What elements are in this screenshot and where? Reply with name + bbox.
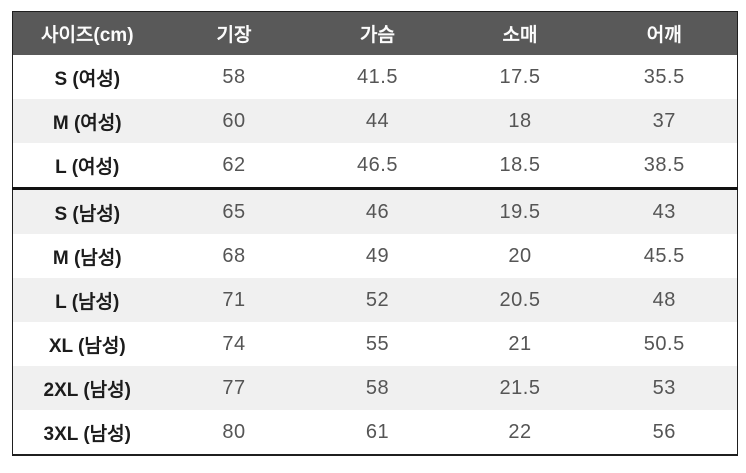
table-row: M (여성) 60 44 18 37 [12,99,738,143]
value-cell: 20 [508,244,532,267]
value-cell: 62 [222,153,246,176]
value-cell: 21.5 [499,376,541,399]
value-cell: 48 [652,288,676,311]
size-cell: 2XL (남성) [43,379,131,401]
value-cell: 49 [365,244,390,267]
value-cell: 68 [222,244,246,267]
value-cell: 60 [222,109,246,132]
value-cell: 38.5 [643,153,685,176]
value-cell: 17.5 [499,65,541,88]
value-cell: 19.5 [499,200,541,223]
value-cell: 55 [365,332,390,355]
value-cell: 45.5 [643,244,685,267]
value-cell: 18.5 [499,153,541,176]
value-cell: 52 [365,288,390,311]
value-cell: 58 [222,65,246,88]
value-cell: 22 [508,420,532,443]
column-header-0: 사이즈(cm) [12,11,162,55]
column-header-4: 어깨 [591,11,738,55]
table-body: S (여성) 58 41.5 17.5 35.5 M (여성) 60 44 18 37 L (여성)… [12,55,738,455]
table-row: L (여성) 62 46.5 18.5 38.5 [13,143,738,189]
value-cell: 53 [652,376,676,399]
column-header-3: 소매 [448,11,592,55]
table-row: L (남성) 71 52 20.5 48 [12,278,738,322]
size-cell: M (남성) [52,247,122,269]
value-cell: 58 [365,376,390,399]
size-cell: L (남성) [55,291,120,313]
size-chart-table: 사이즈(cm) 기장 가슴 소매 어깨 S (여성) 58 41.5 17.5 35.5 M (여… [12,11,738,456]
value-cell: 46 [365,200,390,223]
value-cell: 77 [222,376,246,399]
value-cell: 18 [508,109,532,132]
value-cell: 20.5 [499,288,541,311]
table-row: 3XL (남성) 80 61 22 56 [13,410,738,455]
value-cell: 50.5 [643,332,685,355]
table-row: 2XL (남성) 77 58 21.5 53 [12,366,738,410]
column-header-1: 기장 [161,11,307,55]
value-cell: 37 [652,109,676,132]
header-row: 사이즈(cm) 기장 가슴 소매 어깨 [12,11,738,55]
size-cell: 3XL (남성) [43,423,131,445]
size-cell: M (여성) [52,112,122,134]
value-cell: 44 [365,109,390,132]
size-cell: XL (남성) [48,335,126,357]
value-cell: 71 [222,288,246,311]
size-cell: S (여성) [54,68,121,90]
value-cell: 80 [222,420,246,443]
value-cell: 56 [652,420,676,443]
value-cell: 65 [222,200,246,223]
value-cell: 46.5 [357,153,398,176]
size-cell: L (여성) [55,156,120,178]
table-row: S (여성) 58 41.5 17.5 35.5 [13,55,738,99]
value-cell: 41.5 [357,65,398,88]
table-row: XL (남성) 74 55 21 50.5 [13,322,738,366]
size-cell: S (남성) [54,203,121,225]
table-row: M (남성) 68 49 20 45.5 [13,234,738,278]
value-cell: 21 [508,332,532,355]
value-cell: 74 [222,332,246,355]
table-row: S (남성) 65 46 19.5 43 [12,188,738,234]
value-cell: 61 [365,420,390,443]
value-cell: 35.5 [643,65,685,88]
value-cell: 43 [652,200,676,223]
column-header-2: 가슴 [306,11,449,55]
